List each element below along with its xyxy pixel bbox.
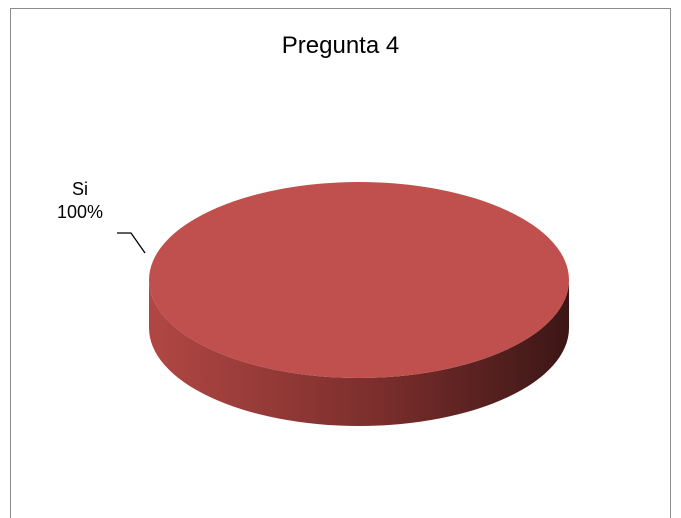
slice-data-label: Si 100% xyxy=(40,178,120,224)
pie-slice-si xyxy=(149,182,569,378)
slice-category-label: Si xyxy=(71,179,88,199)
pie-slice-side xyxy=(149,280,569,426)
chart-title: Pregunta 4 xyxy=(281,32,400,59)
slice-value-label: 100% xyxy=(56,202,104,222)
leader-line xyxy=(117,232,146,254)
